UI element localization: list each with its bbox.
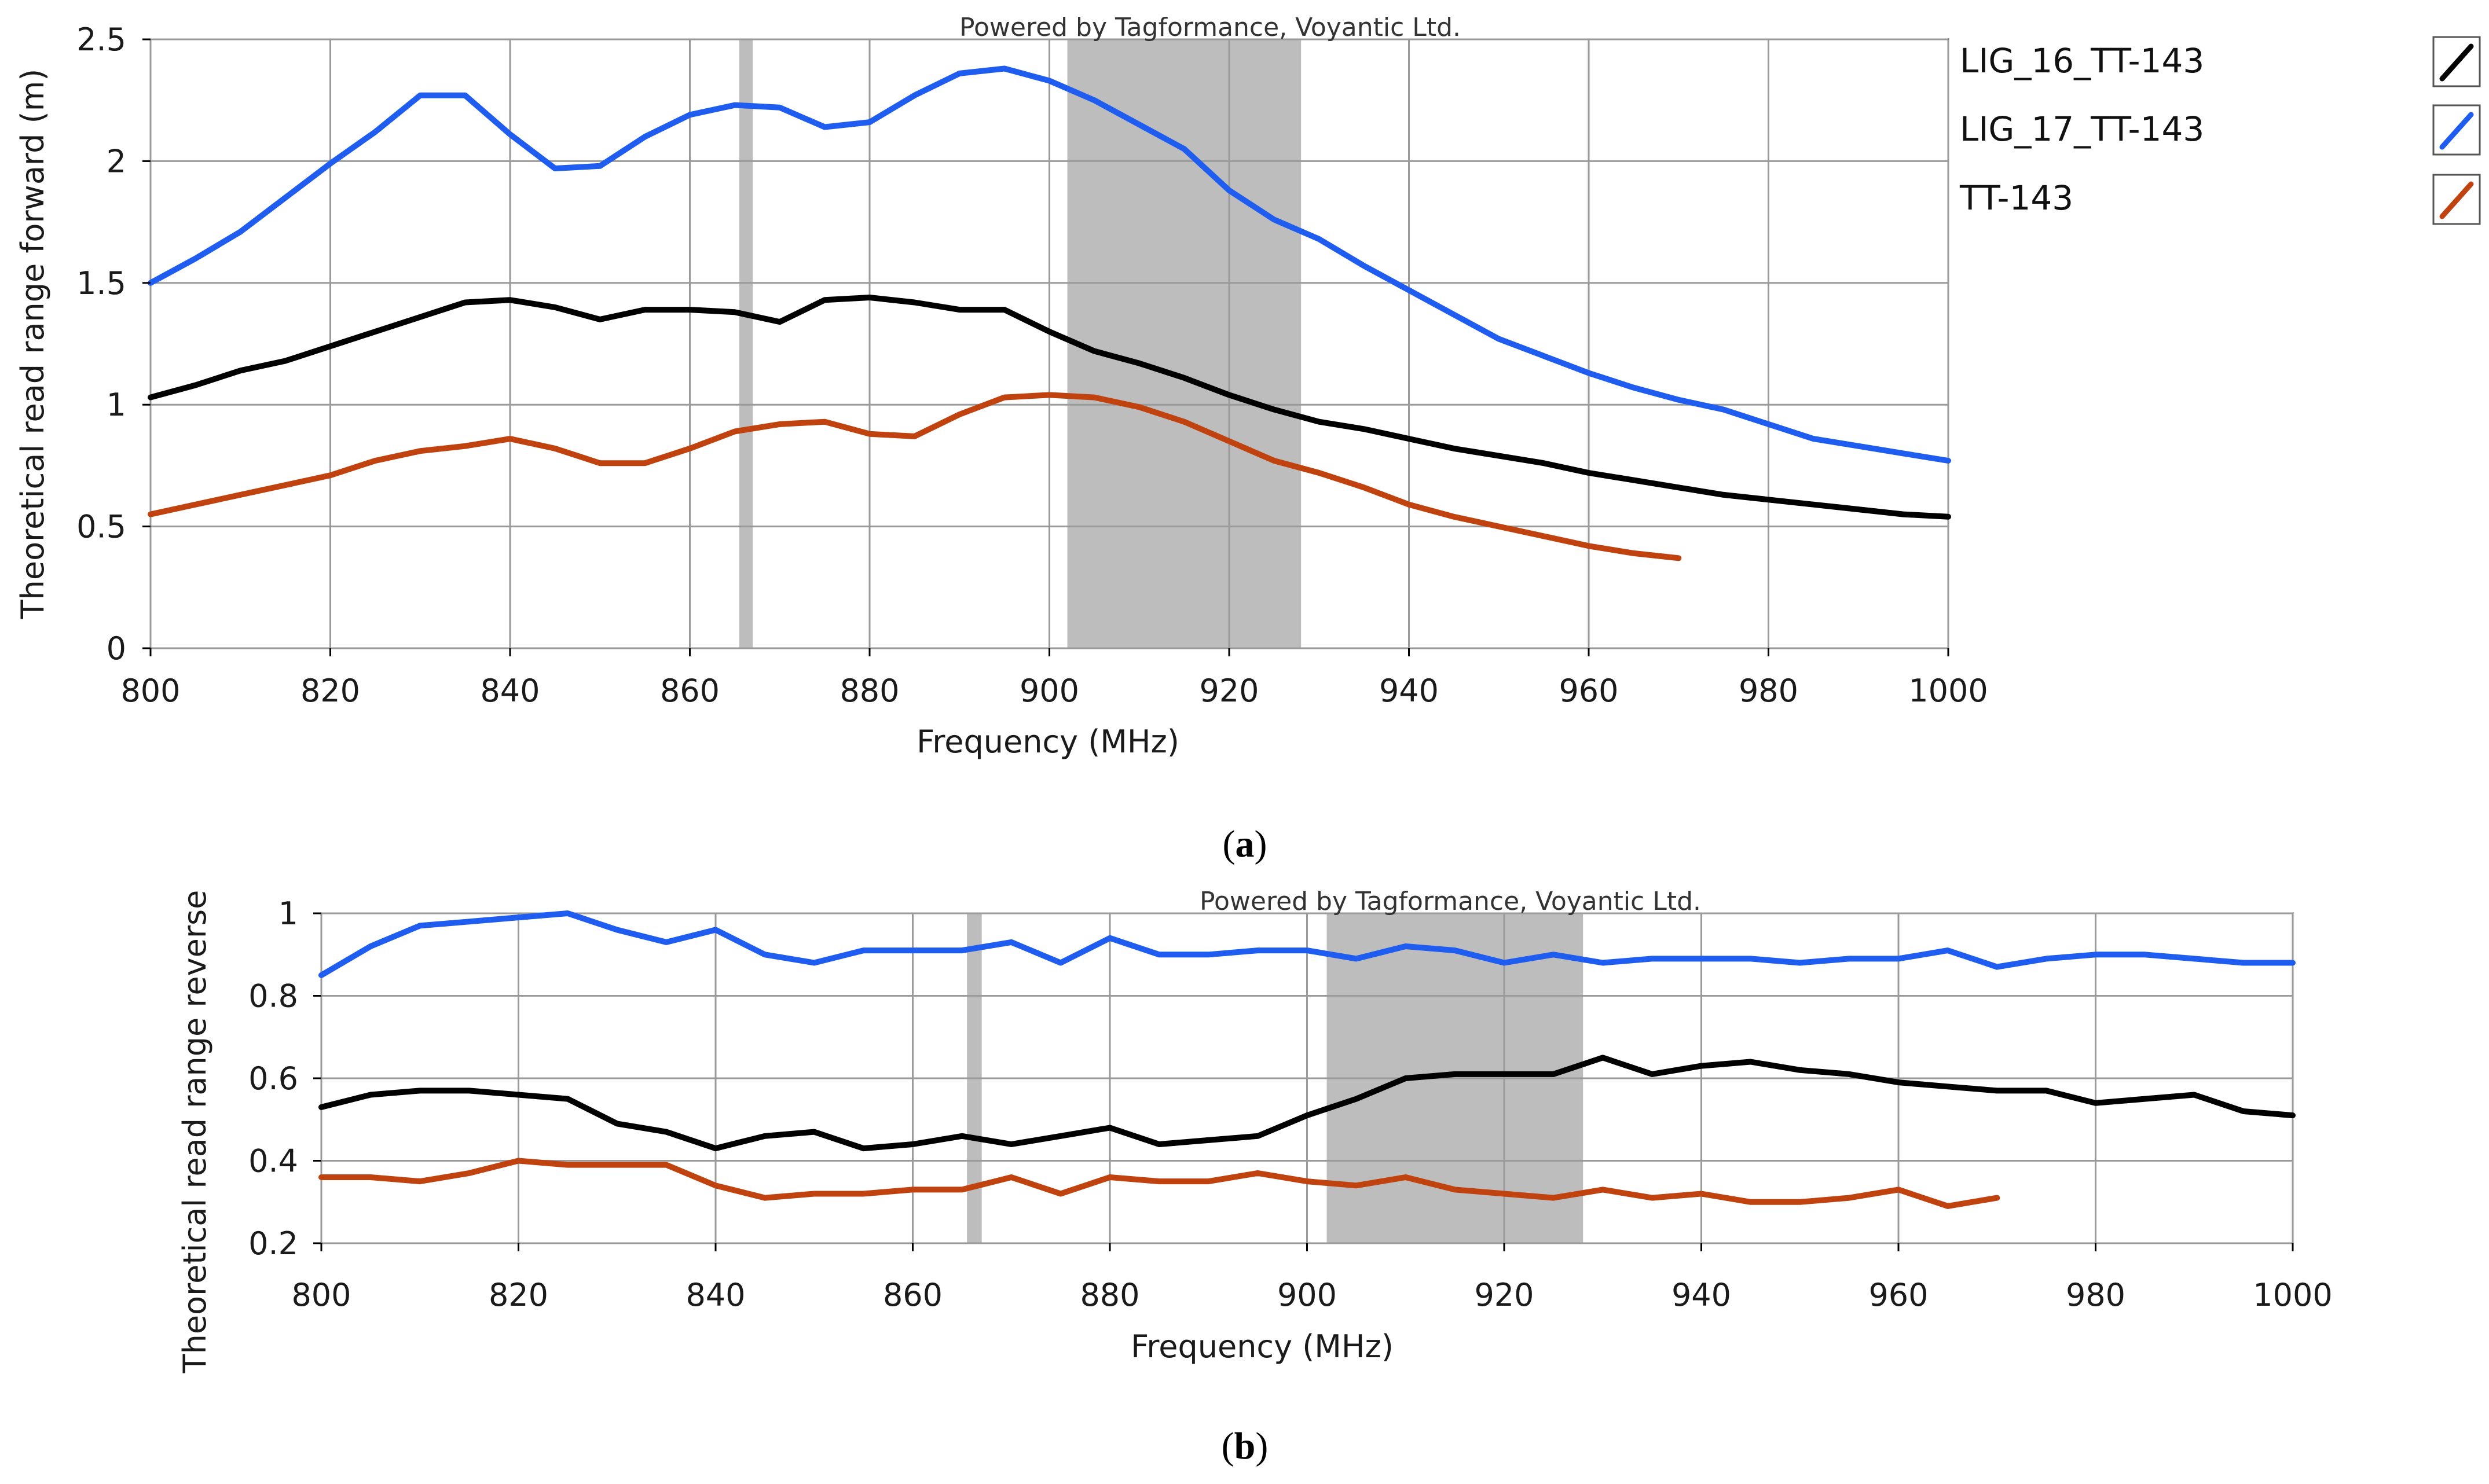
chart-b-series-tt-143 <box>318 1158 2000 1209</box>
chart-b-watermark: Powered by Tagformance, Voyantic Ltd. <box>1200 887 1701 916</box>
chart-b-series <box>318 910 2296 1209</box>
chart-b-xtick-label-9: 980 <box>2066 1277 2125 1313</box>
chart-a-xtick-label-2: 840 <box>480 673 540 709</box>
chart-a-watermark: Powered by Tagformance, Voyantic Ltd. <box>959 13 1461 42</box>
chart-a-xtick-label-5: 900 <box>1020 673 1079 709</box>
chart-a-legend: LIG_16_TT-143 LIG_17_TT-143 TT-143 <box>1959 36 2481 225</box>
caption-b-letter: b <box>1234 1425 1256 1467</box>
legend-entry-lig17: LIG_17_TT-143 <box>1960 104 2481 156</box>
chart-a-shaded-bands <box>739 39 1302 648</box>
chart-b-y-ticks: 0.2 0.4 0.6 0.8 1 <box>248 895 321 1262</box>
legend-line-lig16 <box>2439 43 2474 82</box>
chart-a-xtick-label-10: 1000 <box>1908 673 1988 709</box>
chart-a-xtick-label-8: 960 <box>1559 673 1618 709</box>
legend-entry-tt143: TT-143 <box>1959 174 2481 225</box>
chart-a-shaded-band-1 <box>1067 39 1302 648</box>
chart-b-xtick-label-6: 920 <box>1474 1277 1534 1313</box>
chart-b-x-axis-label: Frequency (MHz) <box>1131 1328 1394 1365</box>
chart-b-xtick-label-0: 800 <box>291 1277 351 1313</box>
chart-b-ytick-label-1: 0.4 <box>248 1143 298 1180</box>
legend-label-lig17: LIG_17_TT-143 <box>1960 109 2204 149</box>
chart-b-xtick-label-8: 960 <box>1868 1277 1928 1313</box>
chart-b-y-axis-label: Theoretical read range reverse <box>177 890 213 1374</box>
chart-a-xtick-label-6: 920 <box>1199 673 1259 709</box>
chart-a-ytick-label-0: 0 <box>107 630 126 667</box>
chart-a: 800 820 840 860 880 900 920 940 960 980 1000 0 0.5 1… <box>14 13 2481 760</box>
chart-a-series <box>148 65 1951 561</box>
chart-a-shaded-band-0 <box>739 39 753 648</box>
chart-a-ytick-label-2: 1 <box>107 387 126 423</box>
chart-a-ytick-label-3: 1.5 <box>76 265 126 302</box>
chart-b-x-ticks: 800 820 840 860 880 900 920 940 960 980 1000 <box>291 1243 2333 1313</box>
chart-b-ytick-label-0: 0.2 <box>248 1225 298 1262</box>
chart-a-ytick-label-4: 2 <box>107 143 126 179</box>
chart-b-ytick-label-3: 0.8 <box>248 978 298 1015</box>
chart-b-xtick-label-4: 880 <box>1080 1277 1139 1313</box>
chart-a-xtick-label-0: 800 <box>120 673 180 709</box>
chart-a-series-lig-16-tt-143 <box>148 295 1951 520</box>
caption-b: (b) <box>1222 1425 1269 1467</box>
chart-a-series-tt-143 <box>148 392 1682 561</box>
chart-a-xtick-label-9: 980 <box>1739 673 1798 709</box>
caption-a: (a) <box>1223 823 1267 865</box>
chart-b-xtick-label-2: 840 <box>686 1277 745 1313</box>
chart-a-xtick-label-7: 940 <box>1379 673 1439 709</box>
chart-a-y-axis-label: Theoretical read range forward (m) <box>14 69 51 620</box>
chart-a-x-axis-label: Frequency (MHz) <box>917 723 1179 760</box>
legend-line-lig17 <box>2439 112 2474 150</box>
chart-a-ytick-label-5: 2.5 <box>76 21 126 58</box>
chart-b-xtick-label-7: 940 <box>1671 1277 1731 1313</box>
chart-b: 800 820 840 860 880 900 920 940 960 980 1000 0.20.… <box>177 887 2333 1373</box>
chart-a-ytick-label-1: 0.5 <box>76 509 126 545</box>
chart-b-ytick-label-2: 0.6 <box>248 1060 298 1097</box>
chart-b-series-lig-17-tt-143 <box>318 910 2296 978</box>
chart-a-series-lig-17-tt-143 <box>148 65 1951 464</box>
legend-label-tt143: TT-143 <box>1959 178 2073 218</box>
chart-b-ytick-label-4: 1 <box>278 895 298 932</box>
chart-b-xtick-label-1: 820 <box>489 1277 548 1313</box>
chart-b-xtick-label-5: 900 <box>1277 1277 1337 1313</box>
chart-a-xtick-label-3: 860 <box>660 673 720 709</box>
caption-a-letter: a <box>1236 823 1255 865</box>
chart-a-xtick-label-1: 820 <box>300 673 360 709</box>
chart-a-xtick-label-4: 880 <box>840 673 899 709</box>
legend-line-tt143 <box>2439 181 2474 219</box>
chart-a-y-ticks: 0 0.5 1 1.5 2 2.5 <box>76 21 151 667</box>
legend-entry-lig16: LIG_16_TT-143 <box>1960 36 2481 87</box>
chart-b-series-lig-16-tt-143 <box>318 1055 2296 1152</box>
chart-b-xtick-label-10: 1000 <box>2253 1277 2332 1313</box>
chart-a-x-ticks: 800 820 840 860 880 900 920 940 960 980 1000 <box>120 648 1988 709</box>
legend-label-lig16: LIG_16_TT-143 <box>1960 41 2204 80</box>
chart-b-xtick-label-3: 860 <box>883 1277 943 1313</box>
